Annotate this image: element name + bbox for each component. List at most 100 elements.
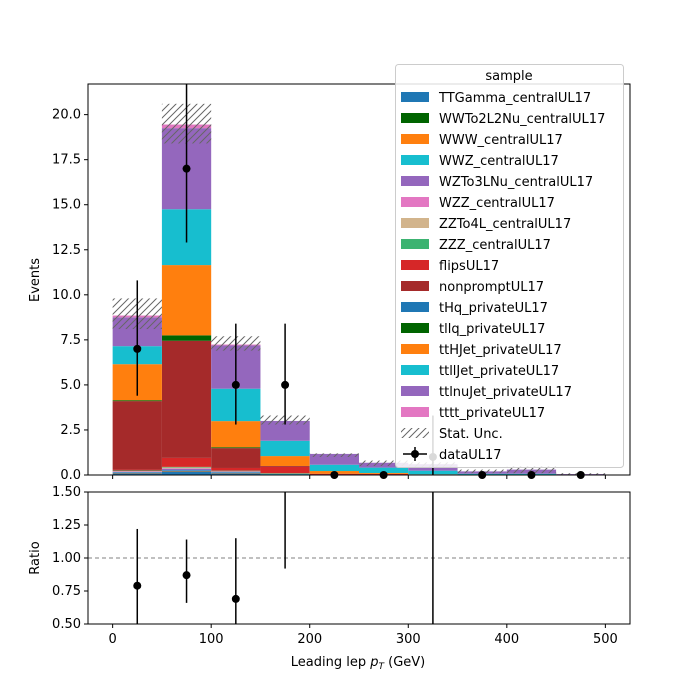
legend-swatch [401,260,429,270]
legend-swatch [401,281,429,291]
legend-label: TTGamma_centralUL17 [438,91,591,106]
bar-segment [309,464,359,472]
legend-label: WWTo2L2Nu_centralUL17 [439,112,605,127]
stat-unc-rect [506,465,557,474]
bar-segment [112,472,162,473]
x-tick-label: 0 [108,632,116,647]
x-tick-label: 100 [199,632,224,647]
bar-segment [260,440,310,457]
legend-swatch [401,92,429,102]
y-tick-label: 17.5 [52,153,81,168]
legend: sample TTGamma_centralUL17 WWTo2L2Nu_cent… [395,64,624,468]
bar-segment [260,465,310,467]
legend-marker [411,450,419,458]
x-tick-label: 500 [593,632,618,647]
legend-frame [395,64,624,468]
bar-segment [161,467,212,469]
ratio-y-tick-label: 1.50 [52,485,81,500]
bar-segment [112,471,162,472]
stat-unc-rect [359,460,409,466]
bar-segment [161,468,212,471]
y-tick-label: 7.5 [60,333,81,348]
y-tick-label: 20.0 [52,108,81,123]
legend-swatch [401,365,429,375]
ratio-y-tick-label: 0.50 [52,617,81,632]
bar-segment [161,468,212,469]
ratio-point [133,581,142,590]
bar-segment [260,466,310,474]
legend-swatch [401,113,429,123]
bar-segment [112,469,162,471]
bar-segment [211,472,261,474]
legend-label: ZZTo4L_centralUL17 [439,217,571,232]
legend-swatch [401,134,429,144]
bar-segment [211,471,261,473]
legend-swatch [401,323,429,333]
bar-segment [112,400,162,402]
legend-label: flipsUL17 [439,259,499,274]
ratio-y-tick-label: 1.00 [52,551,81,566]
ratio-panel: 0.50 0.75 1.00 1.25 1.50 0 100 200 300 400 500 Rat… [28,485,631,672]
bar-segment [309,453,359,465]
ratio-y-axis-label: Ratio [28,541,43,574]
ratio-axes: 0.50 0.75 1.00 1.25 1.50 0 100 200 300 400 500 [52,485,631,647]
legend-label: tllq_privateUL17 [439,322,545,337]
bar-segment [260,420,310,441]
data-point [231,380,240,389]
bar-segment [211,467,261,471]
data-point [133,344,142,353]
bar-segment [211,472,261,473]
legend-title: sample [485,69,532,84]
legend-swatch [401,302,429,312]
bar-segment [112,472,162,474]
legend-swatch [401,239,429,249]
legend-swatch [401,344,429,354]
legend-label: tHq_privateUL17 [439,301,548,316]
legend-label: ttllJet_privateUL17 [439,364,559,379]
bar-segment [112,401,162,470]
legend-label: WWW_centralUL17 [439,133,563,148]
legend-label: WZTo3LNu_centralUL17 [439,175,593,190]
axes-frame [87,83,631,476]
bar-segment [211,473,261,475]
y-tick-label: 12.5 [52,243,81,258]
bar-segment [161,335,212,341]
bar-segment [161,457,212,467]
bar-segment [211,448,261,468]
bar-segment [112,473,162,475]
legend-swatch [401,386,429,396]
y-tick-label: 2.5 [60,423,81,438]
y-tick-label: 5.0 [60,378,81,393]
bar-segment [161,466,212,468]
bar-segment [112,470,162,471]
legend-label: Stat. Unc. [439,427,503,442]
bar-segment [211,421,261,448]
legend-label: ttlnuJet_privateUL17 [439,385,572,400]
legend-swatch [401,176,429,186]
legend-label: ZZZ_centralUL17 [439,238,551,253]
legend-swatch [401,155,429,165]
ratio-point [182,571,191,580]
y-tick-label: 15.0 [52,198,81,213]
bar-segment [161,470,212,472]
legend-label: WWZ_centralUL17 [439,154,559,169]
x-tick-label: 300 [396,632,421,647]
ratio-y-tick-label: 0.75 [52,584,81,599]
bar-segment [260,473,310,474]
y-tick-label: 0.0 [60,468,81,483]
y-tick-label: 10.0 [52,288,81,303]
legend-label: dataUL17 [439,448,502,463]
legend-label: tttt_privateUL17 [439,406,545,421]
bar-segment [211,470,261,472]
x-tick-label: 200 [297,632,322,647]
bar-segment [211,447,261,449]
bar-segment [161,471,212,475]
data-point [182,164,191,173]
stat-unc-rect [309,453,359,457]
legend-swatch [401,218,429,228]
bar-segment [260,473,310,475]
bar-segment [112,470,162,472]
bar-segment [161,471,212,472]
bar-segment [211,471,261,472]
ratio-point [231,594,240,603]
